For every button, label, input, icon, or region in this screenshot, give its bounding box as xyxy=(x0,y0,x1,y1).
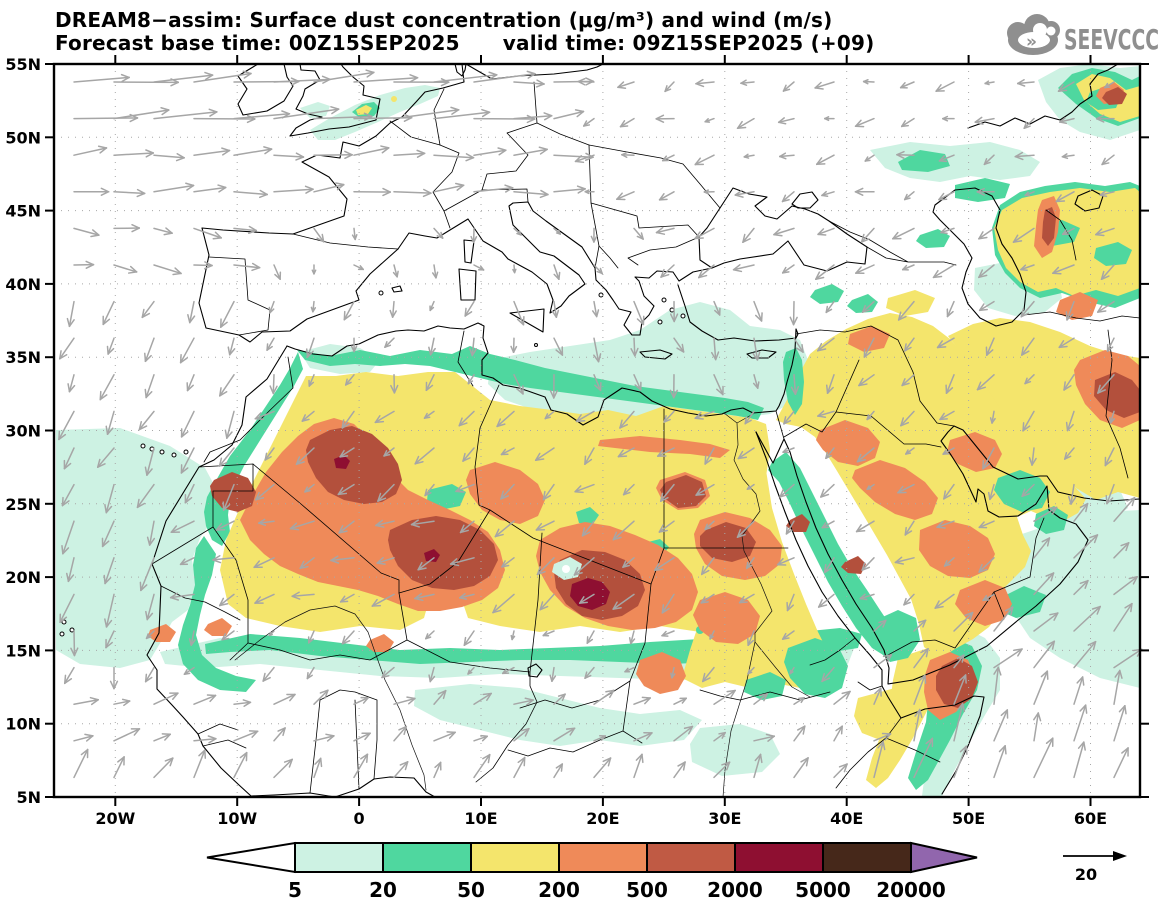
colorbar-label: 20 xyxy=(369,878,397,902)
colorbar-over-arrow xyxy=(911,843,977,872)
lat-tick-label: 5N xyxy=(16,788,41,807)
colorbar-segment xyxy=(295,843,383,872)
colorbar-legend: 5 20 50 200 500 2000 5000 20000 xyxy=(207,843,977,902)
seevccc-logo-text: SEEVCCC xyxy=(1064,23,1159,56)
map-canvas xyxy=(54,64,1142,797)
colorbar-segment xyxy=(383,843,471,872)
map-subtitle: Forecast base time: 00Z15SEP2025 valid t… xyxy=(55,31,874,55)
colorbar-label: 20000 xyxy=(876,878,946,902)
lon-tick-label: 20W xyxy=(95,809,135,828)
chevron-right-icon: » xyxy=(1026,32,1037,52)
wind-reference: 20 xyxy=(1063,851,1127,884)
lon-tick-label: 20E xyxy=(586,809,619,828)
colorbar-label: 2000 xyxy=(707,878,763,902)
seevccc-cloud-icon: » xyxy=(1007,14,1060,55)
lat-tick-label: 30N xyxy=(5,422,41,441)
lat-tick-label: 45N xyxy=(5,202,41,221)
lon-tick-label: 10W xyxy=(217,809,257,828)
lat-tick-label: 35N xyxy=(5,348,41,367)
lon-tick-label: 60E xyxy=(1074,809,1107,828)
weather-map-page: DREAM8−assim: Surface dust concentration… xyxy=(0,0,1165,907)
lat-tick-label: 10N xyxy=(5,715,41,734)
map-title: DREAM8−assim: Surface dust concentration… xyxy=(55,8,833,32)
colorbar-segment xyxy=(471,843,559,872)
lat-tick-label: 50N xyxy=(5,128,41,147)
colorbar-segment xyxy=(647,843,735,872)
lat-tick-label: 25N xyxy=(5,495,41,514)
lat-tick-label: 55N xyxy=(5,55,41,74)
colorbar-segment xyxy=(823,843,911,872)
colorbar-segment xyxy=(735,843,823,872)
lon-tick-label: 40E xyxy=(830,809,863,828)
lon-tick-label: 30E xyxy=(708,809,741,828)
wind-reference-label: 20 xyxy=(1075,865,1097,884)
seevccc-logo: » SEEVCCC xyxy=(1007,14,1159,56)
colorbar-label: 500 xyxy=(626,878,668,902)
colorbar-label: 5000 xyxy=(795,878,851,902)
colorbar-under-arrow xyxy=(207,843,295,872)
lat-tick-label: 20N xyxy=(5,568,41,587)
lat-tick-label: 40N xyxy=(5,275,41,294)
lon-tick-label: 50E xyxy=(952,809,985,828)
wind-reference-arrowhead xyxy=(1113,851,1127,861)
lon-tick-label: 0 xyxy=(354,809,365,828)
dust-forecast-map: DREAM8−assim: Surface dust concentration… xyxy=(0,0,1165,907)
lon-tick-label: 10E xyxy=(464,809,497,828)
colorbar-label: 200 xyxy=(538,878,580,902)
lat-tick-label: 15N xyxy=(5,641,41,660)
colorbar-segment xyxy=(559,843,647,872)
colorbar-label: 50 xyxy=(457,878,485,902)
colorbar-label: 5 xyxy=(288,878,302,902)
